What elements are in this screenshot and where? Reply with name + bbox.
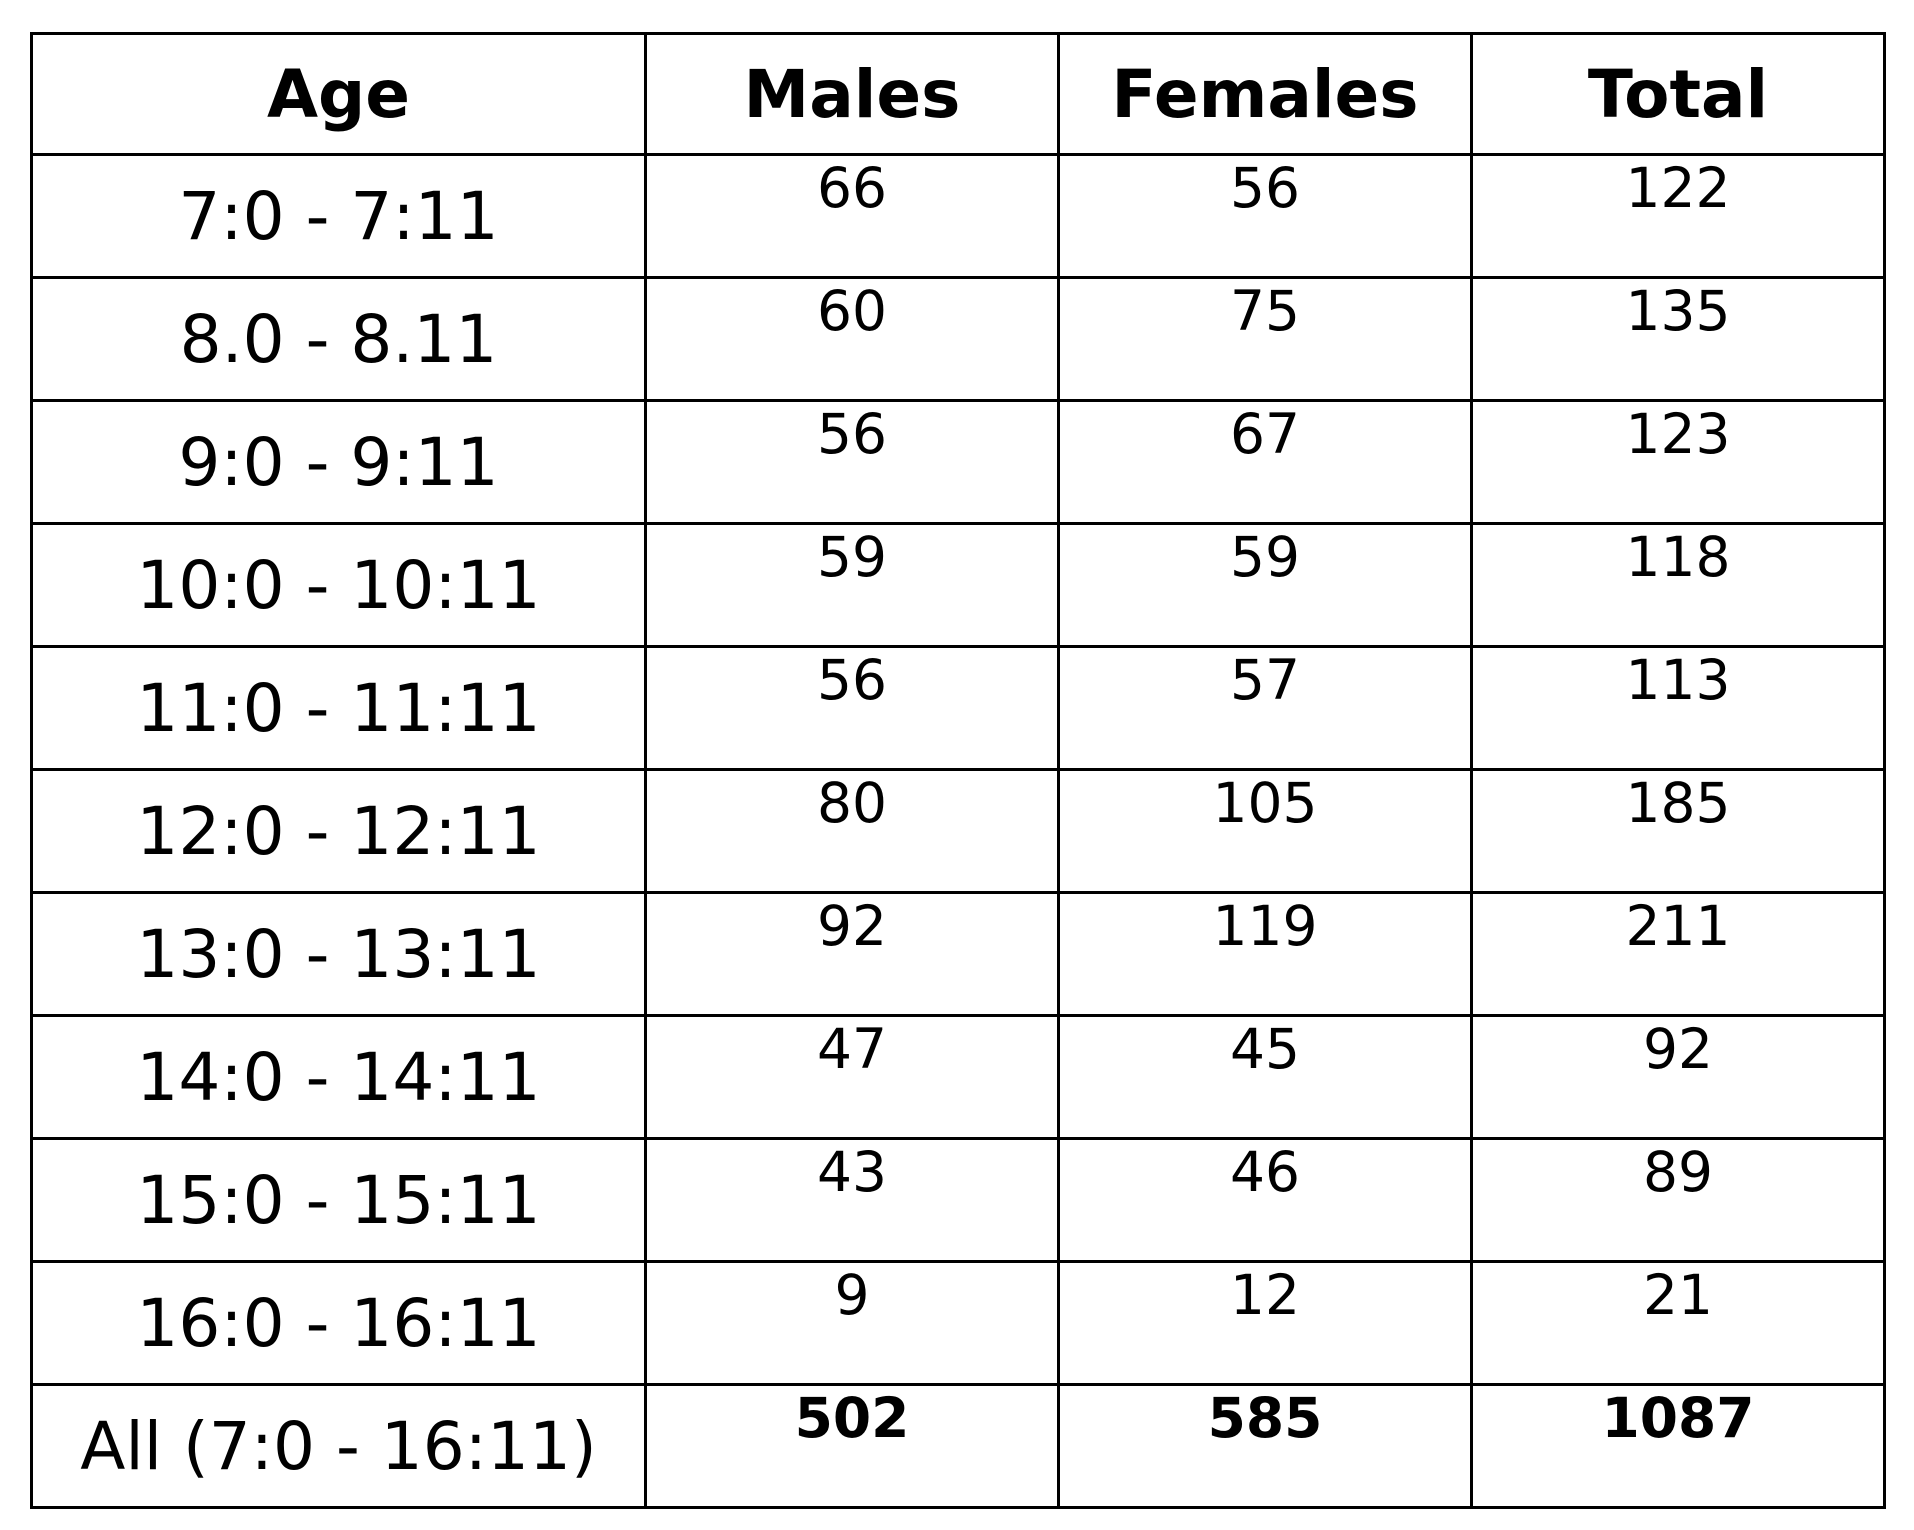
females-cell: 46 — [1057, 1137, 1473, 1263]
header-males: Males — [644, 32, 1060, 156]
age-cell: 7:0 - 7:11 — [30, 153, 647, 279]
header-total: Total — [1470, 32, 1886, 156]
males-cell: 60 — [644, 276, 1060, 402]
table-row: 11:0 - 11:11 56 57 113 — [30, 645, 1886, 771]
header-females: Females — [1057, 32, 1473, 156]
females-cell: 59 — [1057, 522, 1473, 648]
table-row: 12:0 - 12:11 80 105 185 — [30, 768, 1886, 894]
total-cell: 113 — [1470, 645, 1886, 771]
age-cell: 16:0 - 16:11 — [30, 1260, 647, 1386]
table-row: 7:0 - 7:11 66 56 122 — [30, 153, 1886, 279]
table-row: 8.0 - 8.11 60 75 135 — [30, 276, 1886, 402]
females-cell: 56 — [1057, 153, 1473, 279]
summary-age-cell: All (7:0 - 16:11) — [30, 1383, 647, 1509]
age-cell: 15:0 - 15:11 — [30, 1137, 647, 1263]
total-cell: 118 — [1470, 522, 1886, 648]
total-cell: 92 — [1470, 1014, 1886, 1140]
table-row: 15:0 - 15:11 43 46 89 — [30, 1137, 1886, 1263]
females-cell: 75 — [1057, 276, 1473, 402]
table-row: 10:0 - 10:11 59 59 118 — [30, 522, 1886, 648]
age-sex-table: Age Males Females Total 7:0 - 7:11 66 56… — [30, 32, 1886, 1509]
females-cell: 57 — [1057, 645, 1473, 771]
total-cell: 185 — [1470, 768, 1886, 894]
total-cell: 211 — [1470, 891, 1886, 1017]
age-cell: 11:0 - 11:11 — [30, 645, 647, 771]
total-cell: 89 — [1470, 1137, 1886, 1263]
header-row: Age Males Females Total — [30, 32, 1886, 156]
females-cell: 12 — [1057, 1260, 1473, 1386]
total-cell: 122 — [1470, 153, 1886, 279]
age-cell: 10:0 - 10:11 — [30, 522, 647, 648]
males-cell: 92 — [644, 891, 1060, 1017]
females-cell: 67 — [1057, 399, 1473, 525]
males-cell: 43 — [644, 1137, 1060, 1263]
age-cell: 9:0 - 9:11 — [30, 399, 647, 525]
females-cell: 119 — [1057, 891, 1473, 1017]
table-row: 13:0 - 13:11 92 119 211 — [30, 891, 1886, 1017]
age-cell: 8.0 - 8.11 — [30, 276, 647, 402]
header-age: Age — [30, 32, 647, 156]
males-cell: 56 — [644, 645, 1060, 771]
males-cell: 47 — [644, 1014, 1060, 1140]
total-cell: 21 — [1470, 1260, 1886, 1386]
males-cell: 56 — [644, 399, 1060, 525]
males-cell: 66 — [644, 153, 1060, 279]
summary-females-cell: 585 — [1057, 1383, 1473, 1509]
males-cell: 9 — [644, 1260, 1060, 1386]
males-cell: 80 — [644, 768, 1060, 894]
table-row: 14:0 - 14:11 47 45 92 — [30, 1014, 1886, 1140]
age-cell: 12:0 - 12:11 — [30, 768, 647, 894]
age-cell: 13:0 - 13:11 — [30, 891, 647, 1017]
table-row: 16:0 - 16:11 9 12 21 — [30, 1260, 1886, 1386]
age-cell: 14:0 - 14:11 — [30, 1014, 647, 1140]
females-cell: 45 — [1057, 1014, 1473, 1140]
table-row: 9:0 - 9:11 56 67 123 — [30, 399, 1886, 525]
summary-total-cell: 1087 — [1470, 1383, 1886, 1509]
females-cell: 105 — [1057, 768, 1473, 894]
summary-males-cell: 502 — [644, 1383, 1060, 1509]
males-cell: 59 — [644, 522, 1060, 648]
total-cell: 135 — [1470, 276, 1886, 402]
total-cell: 123 — [1470, 399, 1886, 525]
summary-row: All (7:0 - 16:11) 502 585 1087 — [30, 1383, 1886, 1509]
